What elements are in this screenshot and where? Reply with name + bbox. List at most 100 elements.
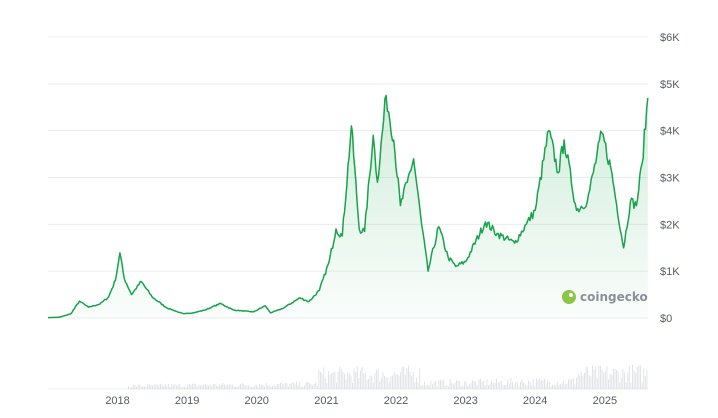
volume-bar <box>270 386 272 389</box>
volume-bar <box>211 386 213 389</box>
volume-bar <box>212 384 214 389</box>
volume-bar <box>452 384 454 389</box>
volume-bar <box>502 385 504 389</box>
volume-bar <box>491 380 493 389</box>
volume-bar <box>275 386 277 389</box>
volume-bar <box>272 386 273 389</box>
volume-bar <box>601 369 603 389</box>
volume-bar <box>550 386 552 389</box>
volume-bar <box>459 380 461 389</box>
volume-bar <box>547 380 549 389</box>
volume-bar <box>308 382 310 389</box>
volume-bar <box>312 385 313 389</box>
volume-bar <box>548 382 550 389</box>
volume-bar <box>128 386 129 389</box>
volume-bar <box>347 372 349 389</box>
volume-bar <box>609 374 611 389</box>
volume-bar <box>377 368 379 389</box>
x-tick-label: 2019 <box>175 395 199 407</box>
volume-bar <box>470 383 472 389</box>
volume-bar <box>456 380 457 389</box>
x-tick-label: 2023 <box>453 395 477 407</box>
volume-bar <box>526 385 528 389</box>
volume-bar <box>448 386 449 389</box>
volume-bar <box>553 385 555 389</box>
volume-bar <box>451 382 453 389</box>
volume-bar <box>600 366 601 389</box>
volume-bar <box>563 380 565 389</box>
volume-bar <box>392 375 393 389</box>
volume-bar <box>324 378 326 389</box>
volume-bar <box>438 380 440 389</box>
volume-bar <box>240 384 241 389</box>
volume-bar <box>265 382 267 389</box>
volume-bar <box>395 374 397 389</box>
volume-bar <box>496 378 497 389</box>
volume-bar <box>454 382 456 389</box>
volume-bar <box>140 386 142 389</box>
volume-bar <box>228 384 230 389</box>
volume-bar <box>144 386 145 389</box>
volume-bar <box>523 382 525 389</box>
volume-bar <box>366 379 368 389</box>
volume-bar <box>572 378 574 389</box>
volume-bar <box>404 374 406 389</box>
volume-bar <box>184 386 185 389</box>
y-tick-label: $0 <box>660 313 672 325</box>
volume-bar <box>552 385 553 389</box>
volume-bar <box>219 384 221 389</box>
volume-bar <box>344 373 345 389</box>
volume-bar <box>352 382 353 389</box>
volume-bar <box>201 385 203 389</box>
volume-bar <box>590 376 592 389</box>
volume-bar <box>636 366 638 389</box>
volume-bar <box>171 384 173 389</box>
volume-bar <box>267 385 269 389</box>
volume-bar <box>449 379 451 389</box>
volume-bar <box>131 387 133 389</box>
volume-bar <box>499 381 501 389</box>
volume-bar <box>353 368 355 389</box>
volume-bar <box>528 380 529 389</box>
volume-bar <box>488 385 489 389</box>
volume-bar <box>355 372 357 389</box>
volume-bar <box>224 384 225 389</box>
volume-bar <box>579 375 581 389</box>
y-tick-label: $4K <box>660 126 680 138</box>
volume-bar <box>315 382 317 389</box>
volume-bar <box>619 382 621 389</box>
volume-bar <box>611 374 613 389</box>
volume-bar <box>566 383 568 389</box>
volume-bar <box>516 382 518 389</box>
volume-bar <box>641 381 643 389</box>
volume-bar <box>497 382 499 389</box>
volume-bar <box>363 373 365 389</box>
volume-bar <box>206 385 208 389</box>
brand-name: coingecko <box>580 290 648 304</box>
volume-bar <box>288 386 289 389</box>
volume-bar <box>387 378 389 389</box>
volume-bar <box>248 385 249 389</box>
volume-bar <box>625 382 627 389</box>
volume-bar <box>385 377 387 389</box>
volume-bar <box>416 377 417 389</box>
volume-bar <box>596 378 598 389</box>
volume-bar <box>580 372 582 389</box>
volume-bar <box>624 372 625 389</box>
volume-bar <box>259 383 261 389</box>
volume-bar <box>464 381 465 389</box>
volume-bar <box>187 385 189 389</box>
volume-bar <box>334 371 336 389</box>
volume-bar <box>568 379 569 389</box>
volume-bar <box>560 384 561 389</box>
volume-bar <box>145 386 147 389</box>
volume-bar <box>617 371 619 389</box>
volume-bar <box>531 385 533 389</box>
volume-bar <box>486 379 488 389</box>
volume-bar <box>425 385 427 389</box>
volume-bar <box>283 384 285 389</box>
x-tick-label: 2025 <box>593 395 617 407</box>
gecko-eye-icon <box>569 293 573 297</box>
volume-bar <box>172 384 174 389</box>
